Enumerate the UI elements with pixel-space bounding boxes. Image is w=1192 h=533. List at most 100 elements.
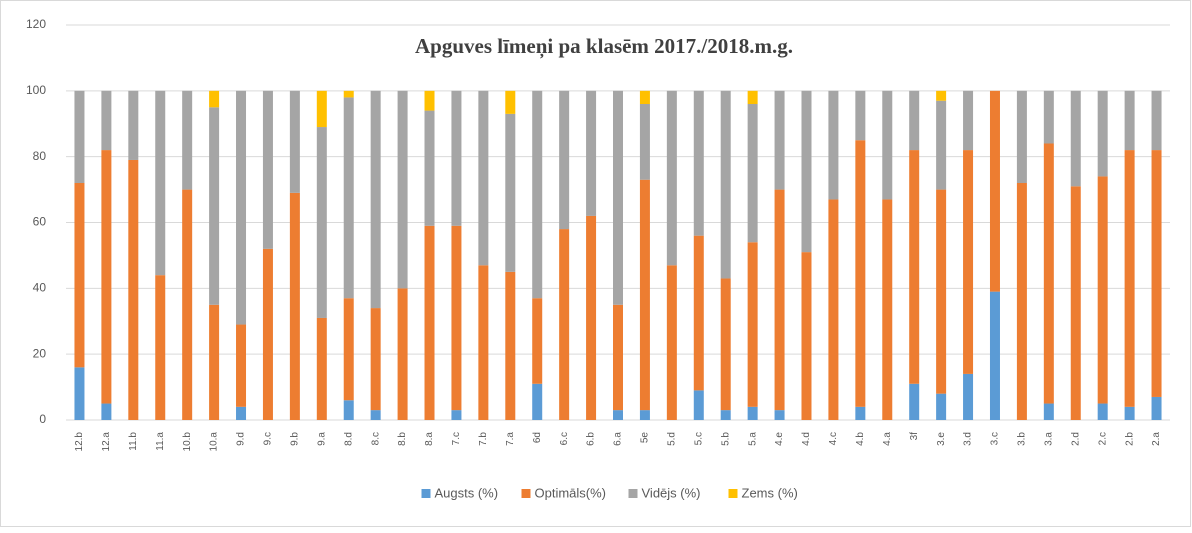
x-tick-label: 6d [532,432,543,443]
bar-segment [505,113,516,272]
bar-segment [451,90,462,226]
bar-segment [128,159,139,421]
x-tick-label: 9.c [263,432,274,445]
bar-segment [1124,150,1135,407]
bar-segment [693,90,704,236]
bar-segment [882,199,893,420]
bar-segment [720,410,731,420]
bar-segment [936,100,947,190]
legend-label: Augsts (%) [435,485,499,500]
bar-segment [370,410,381,420]
bar-segment [101,150,112,404]
bar-segment [1124,90,1135,151]
bar-segment [505,90,516,114]
bar-segment [963,90,974,151]
x-tick-label: 9.a [316,432,327,446]
bar-segment [909,383,920,420]
bar-segment [1016,90,1027,183]
bar-segment [397,90,408,289]
x-tick-label: 8.a [424,432,435,446]
bar-segment [1097,90,1108,177]
bar-segment [209,304,220,420]
y-tick-label: 80 [33,149,47,163]
y-tick-label: 40 [33,281,47,295]
bar-segment [155,90,166,276]
x-tick-label: 2.a [1151,432,1162,446]
bar-segment [882,90,893,200]
bar-segment [343,298,354,401]
x-tick-label: 3.a [1043,432,1054,446]
bar-segment [1124,406,1135,420]
bar-segment [801,252,812,420]
x-tick-label: 2.d [1070,432,1081,446]
bar-segment [586,90,597,216]
x-tick-label: 11.a [155,432,166,451]
bar-segment [451,410,462,420]
x-tick-label: 5.d [666,432,677,446]
bar-segment [774,410,785,420]
bar-segment [532,383,543,420]
bar-segment [801,90,812,253]
bar-segment [236,324,247,407]
y-tick-label: 100 [26,83,46,97]
legend-swatch [421,489,431,498]
bar-segment [1043,403,1054,420]
bar-segment [532,90,543,299]
bar-segment [613,90,623,305]
bar-segment [74,90,85,183]
y-tick-label: 60 [33,215,47,229]
x-tick-label: 7.b [478,432,489,446]
bar-segment [262,248,273,420]
bar-segment [209,90,220,108]
x-tick-label: 3.d [963,432,974,446]
legend-label: Optimāls(%) [535,485,607,500]
bar-segment [639,90,650,104]
bar-segment [586,215,597,420]
bar-segment [720,278,731,411]
bar-segment [316,317,327,420]
bar-segment [639,410,650,420]
bar-segment [74,183,85,368]
x-tick-label: 4.b [855,432,866,446]
bar-segment [397,288,408,420]
bar-segment [693,235,704,391]
y-tick-label: 20 [33,346,47,360]
bar-segment [236,406,247,420]
x-tick-label: 3.b [1017,432,1028,446]
x-tick-label: 2.b [1124,432,1135,446]
bar-segment [963,373,974,420]
bar-segment [855,140,866,407]
bar-segment [747,90,758,104]
bar-segment [478,90,489,266]
bar-segment [155,275,166,420]
bar-segment [74,367,85,420]
x-tick-label: 9.d [236,432,247,446]
legend-label: Vidējs (%) [642,485,701,500]
bar-segment [613,410,623,420]
bar-segment [720,90,731,279]
bar-segment [828,90,839,200]
x-tick-label: 4.c [828,432,839,445]
bar-segment [1151,90,1162,151]
bar-segment [343,97,354,299]
bar-segment [989,291,1000,420]
bar-segment [855,90,866,141]
bar-segment [613,304,623,411]
x-tick-label: 8.c [370,432,381,445]
bar-segment [1151,396,1162,420]
x-tick-label: 12.b [74,432,85,452]
x-tick-label: 12.a [101,432,112,452]
bar-segment [262,90,273,249]
bar-segment [1016,183,1027,420]
bar-segment [236,90,247,325]
bar-segment [963,150,974,374]
legend-swatch [728,489,738,498]
x-tick-label: 3f [909,432,920,441]
bar-segment [1097,176,1108,404]
bar-segment [182,189,193,420]
bar-segment [909,150,920,384]
x-tick-label: 4.d [801,432,812,446]
bar-segment [343,400,354,420]
x-tick-label: 3.c [990,432,1001,445]
bar-segment [1097,403,1108,420]
